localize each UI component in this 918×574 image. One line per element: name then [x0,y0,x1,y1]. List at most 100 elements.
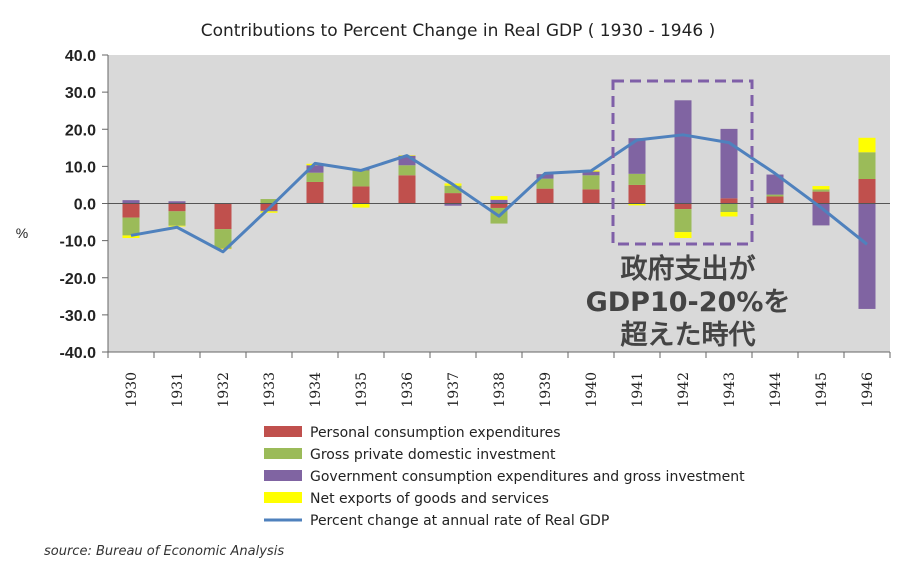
legend-label: Government consumption expenditures and … [310,469,745,485]
bar-segment [444,193,462,204]
bar-segment [398,175,416,204]
legend-label: Gross private domestic investment [310,447,556,463]
bar-segment [720,203,738,213]
bar-segment [490,199,508,204]
legend-label: Percent change at annual rate of Real GD… [310,513,609,529]
y-tick-label: 20.0 [65,122,96,139]
bar-segment [260,199,278,204]
bar-segment [214,203,232,230]
y-tick-label: 40.0 [65,48,96,65]
bar-segment [582,171,600,176]
bar-segment [306,165,324,173]
bar-segment [168,203,186,212]
bar-segment [398,165,416,176]
bar-segment [444,185,462,194]
x-tick-label: 1943 [722,372,738,408]
x-tick-label: 1940 [584,372,600,408]
bar-segment [720,212,738,217]
x-tick-label: 1945 [814,372,830,408]
bar-segment [720,128,738,199]
legend-swatch [264,470,302,481]
source-note: source: Bureau of Economic Analysis [44,544,284,559]
bar-segment [582,189,600,204]
y-axis-label: % [16,225,28,241]
x-tick-label: 1930 [124,372,140,408]
x-tick-label: 1941 [630,372,646,408]
bar-segment [720,198,738,204]
x-tick-label: 1937 [446,372,462,408]
bar-segment [628,184,646,204]
bar-segment [674,203,692,210]
bar-segment [352,186,370,204]
bar-segment [122,200,140,204]
bar-segment [168,201,186,204]
bar-segment [214,229,232,249]
bar-segment [306,172,324,182]
x-tick-label: 1939 [538,372,554,408]
x-axis: 1930 1931 1932 1933 1934 1935 1936 1937 1938 1939… [107,351,891,408]
bar-segment [214,248,232,249]
bar-segment [122,203,140,218]
bar-segment [536,188,554,204]
x-tick-label: 1931 [170,372,186,408]
x-tick-label: 1936 [400,372,416,408]
gdp-line-series [130,133,868,254]
bar-segment [490,196,508,200]
x-tick-label: 1938 [492,372,508,408]
bar-segment [812,186,830,190]
bar-segment [214,248,232,250]
bar-segment [858,137,876,153]
legend-swatch [264,426,302,437]
bar-segment [812,203,830,226]
annotation-line: GDP10-20%を [586,287,791,318]
y-tick-label: -10.0 [60,234,97,251]
bar-segment [168,211,186,226]
bar-series [122,100,876,309]
legend-swatch [264,492,302,503]
bar-segment [398,155,416,166]
bar-segment [674,232,692,239]
bar-segment [536,178,554,189]
bar-segment [766,174,784,195]
legend-label: Personal consumption expenditures [310,425,561,441]
y-tick-label: 30.0 [65,85,96,102]
annotation-line: 政府支出が [621,253,756,285]
legend-label: Net exports of goods and services [310,491,549,507]
bar-segment [674,209,692,233]
bar-segment [674,100,692,204]
bar-segment [628,173,646,185]
bar-segment [536,174,554,179]
bar-segment [352,170,370,187]
y-tick-label: -40.0 [60,345,97,362]
bar-segment [260,211,278,213]
x-tick-label: 1933 [262,372,278,408]
legend: Personal consumption expenditures Gross p… [264,425,745,529]
bar-segment [858,152,876,179]
bar-segment [582,175,600,190]
bar-segment [122,217,140,236]
x-tick-label: 1934 [308,372,324,408]
bar-segment [490,203,508,208]
chart-title: Contributions to Percent Change in Real … [201,21,716,41]
bar-segment [858,203,876,309]
y-tick-label: -30.0 [60,308,97,325]
bar-segment [628,203,646,206]
legend-swatch [264,448,302,459]
bar-segment [812,189,830,192]
bar-segment [858,178,876,204]
bar-segment [260,210,278,212]
y-tick-label: 0.0 [74,197,96,214]
bar-segment [352,203,370,208]
x-tick-label: 1942 [676,372,692,408]
x-tick-label: 1946 [860,372,876,408]
x-tick-label: 1932 [216,372,232,408]
bar-segment [812,191,830,204]
y-tick-label: -20.0 [60,271,97,288]
y-axis: 40.0 30.0 20.0 10.0 0.0 -10.0 -20.0 -30.0 -40.0 [60,48,109,362]
highlight-box [611,79,754,246]
bar-segment [766,196,784,204]
y-tick-label: 10.0 [65,159,96,176]
annotation-line: 超えた時代 [621,320,756,351]
